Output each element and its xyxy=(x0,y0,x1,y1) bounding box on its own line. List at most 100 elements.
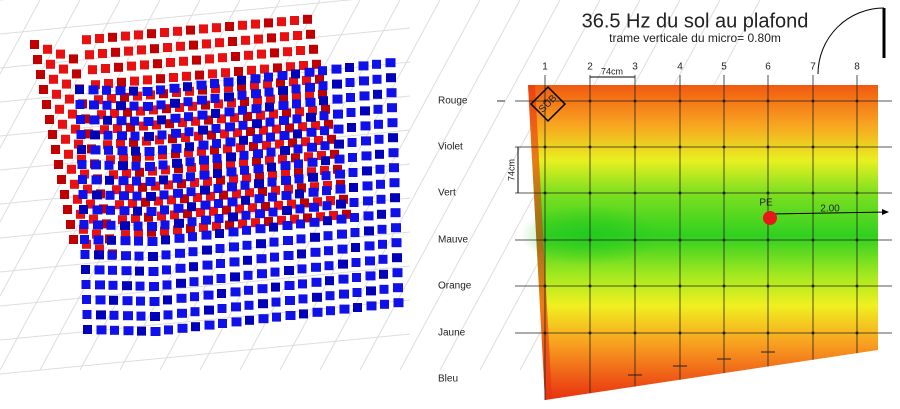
blue-cube xyxy=(388,133,398,143)
dim-label: 74cm xyxy=(506,159,516,181)
blue-cube xyxy=(386,88,397,98)
blue-cube xyxy=(106,220,116,230)
red-cube xyxy=(106,155,115,165)
red-cube xyxy=(80,169,89,179)
red-cube xyxy=(169,73,178,82)
blue-cube xyxy=(143,117,154,126)
red-cube xyxy=(278,154,287,164)
blue-cube xyxy=(324,261,334,271)
blue-cube xyxy=(204,305,214,315)
blue-cube xyxy=(129,101,139,111)
blue-cube xyxy=(319,111,329,121)
red-cube xyxy=(247,65,256,75)
blue-cube xyxy=(296,219,305,229)
blue-cube xyxy=(393,298,404,308)
blue-cube xyxy=(283,251,294,260)
blue-cube xyxy=(217,304,227,313)
blue-cube xyxy=(284,266,294,275)
red-cube xyxy=(315,74,324,84)
blue-cube xyxy=(160,220,170,230)
blue-cube xyxy=(386,73,396,83)
red-cube xyxy=(58,119,67,129)
blue-cube xyxy=(162,265,171,275)
red-cube xyxy=(42,100,51,109)
blue-cube xyxy=(80,235,89,244)
red-cube xyxy=(292,92,301,102)
red-cube xyxy=(294,168,303,178)
red-cube xyxy=(336,179,345,189)
red-cube xyxy=(226,159,235,169)
blue-cube xyxy=(351,243,360,252)
blue-cube xyxy=(159,175,168,185)
blue-cube xyxy=(277,71,288,80)
red-cube xyxy=(121,31,130,41)
grid-dot xyxy=(588,99,592,103)
red-cube xyxy=(256,110,265,120)
blue-cube xyxy=(156,85,165,95)
blue-cube xyxy=(117,146,128,156)
red-cube xyxy=(300,198,309,208)
distance-label: 2.00 xyxy=(820,204,840,215)
blue-cube xyxy=(94,265,105,275)
blue-cube xyxy=(133,206,142,216)
floor-line xyxy=(399,0,601,371)
red-cube xyxy=(289,77,298,87)
red-cube xyxy=(251,19,260,29)
blue-cube xyxy=(185,157,195,167)
blue-cube xyxy=(390,193,400,203)
blue-cube xyxy=(131,161,141,171)
blue-cube xyxy=(345,78,355,87)
blue-cube xyxy=(307,157,318,167)
red-cube xyxy=(228,37,237,46)
blue-cube xyxy=(183,97,193,107)
blue-cube xyxy=(164,325,173,335)
blue-cube xyxy=(334,139,344,149)
blue-cube xyxy=(377,209,386,219)
red-cube xyxy=(110,109,119,118)
blue-cube xyxy=(122,281,132,291)
grid-dot xyxy=(766,191,770,195)
red-cube xyxy=(46,59,55,69)
grid-dot xyxy=(722,191,726,195)
blue-cube xyxy=(366,286,376,296)
red-cube xyxy=(79,224,88,234)
red-cube xyxy=(121,230,130,240)
red-cube xyxy=(62,79,71,89)
red-cube xyxy=(150,44,159,54)
blue-cube xyxy=(212,139,221,148)
blue-cube xyxy=(159,190,169,200)
red-cube xyxy=(233,128,242,138)
blue-cube xyxy=(269,237,279,247)
floor-line xyxy=(359,0,561,371)
red-cube xyxy=(134,30,143,40)
red-cube xyxy=(77,154,86,164)
red-cube xyxy=(339,194,348,204)
blue-cube xyxy=(231,302,241,312)
grid-dot xyxy=(811,145,815,149)
red-cube xyxy=(206,191,215,201)
red-cube xyxy=(255,172,264,181)
grid-dot xyxy=(543,99,547,103)
blue-cube xyxy=(200,185,210,195)
red-cube xyxy=(198,85,207,95)
red-cube xyxy=(283,47,292,57)
blue-cube xyxy=(268,207,278,217)
blue-cube xyxy=(188,232,197,242)
blue-cube xyxy=(338,274,349,284)
blue-cube xyxy=(281,191,292,200)
blue-cube xyxy=(216,259,225,268)
blue-cube xyxy=(161,250,171,260)
blue-cube xyxy=(256,239,266,249)
red-cube xyxy=(173,225,182,235)
red-cube xyxy=(45,115,54,124)
red-cube xyxy=(234,67,243,76)
red-cube xyxy=(220,129,229,139)
red-cube xyxy=(52,89,61,99)
column-label: 8 xyxy=(854,62,860,73)
distance-line xyxy=(769,211,889,215)
red-cube xyxy=(298,122,307,132)
red-cube xyxy=(314,136,323,145)
red-cube xyxy=(316,212,325,222)
red-cube xyxy=(297,183,306,193)
red-cube xyxy=(269,109,278,119)
